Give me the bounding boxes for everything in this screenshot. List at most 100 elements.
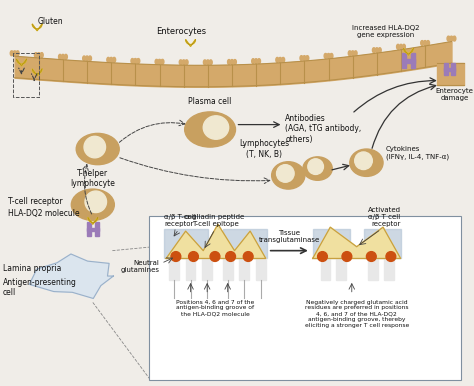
Text: Antibodies
(AGA, tTG antibody,
others): Antibodies (AGA, tTG antibody, others) bbox=[285, 114, 362, 144]
FancyBboxPatch shape bbox=[223, 259, 233, 280]
Ellipse shape bbox=[230, 59, 233, 64]
Text: Plasma cell: Plasma cell bbox=[188, 97, 232, 106]
Ellipse shape bbox=[64, 54, 67, 59]
Ellipse shape bbox=[453, 36, 456, 41]
FancyBboxPatch shape bbox=[169, 259, 179, 280]
Ellipse shape bbox=[252, 59, 255, 64]
Ellipse shape bbox=[203, 60, 206, 65]
Ellipse shape bbox=[303, 157, 332, 180]
Ellipse shape bbox=[257, 59, 261, 64]
Text: α/β T-cell
receptor: α/β T-cell receptor bbox=[164, 214, 196, 227]
Circle shape bbox=[226, 252, 236, 261]
Circle shape bbox=[342, 252, 352, 261]
Ellipse shape bbox=[447, 36, 450, 41]
Ellipse shape bbox=[324, 54, 327, 58]
Ellipse shape bbox=[300, 56, 303, 61]
Ellipse shape bbox=[421, 41, 424, 46]
Polygon shape bbox=[186, 40, 195, 46]
Polygon shape bbox=[29, 254, 113, 298]
Ellipse shape bbox=[228, 59, 230, 64]
Circle shape bbox=[85, 191, 107, 213]
Ellipse shape bbox=[110, 58, 113, 62]
Ellipse shape bbox=[272, 162, 305, 189]
FancyBboxPatch shape bbox=[444, 68, 456, 71]
Ellipse shape bbox=[350, 149, 383, 176]
Circle shape bbox=[386, 252, 396, 261]
FancyBboxPatch shape bbox=[87, 222, 91, 236]
Polygon shape bbox=[32, 24, 42, 31]
Text: HLA-DQ2 molecule: HLA-DQ2 molecule bbox=[8, 209, 80, 218]
Ellipse shape bbox=[276, 58, 279, 62]
Polygon shape bbox=[17, 59, 27, 66]
FancyBboxPatch shape bbox=[223, 229, 267, 259]
FancyBboxPatch shape bbox=[410, 53, 415, 68]
FancyBboxPatch shape bbox=[368, 259, 378, 280]
Circle shape bbox=[276, 165, 294, 182]
Circle shape bbox=[171, 252, 181, 261]
FancyBboxPatch shape bbox=[164, 229, 208, 259]
Circle shape bbox=[243, 252, 253, 261]
Text: T-helper
lymphocyte: T-helper lymphocyte bbox=[71, 169, 115, 188]
Text: Neutral
glutamines: Neutral glutamines bbox=[120, 260, 159, 273]
Ellipse shape bbox=[450, 36, 453, 41]
Text: Gluten: Gluten bbox=[37, 17, 63, 27]
Circle shape bbox=[318, 252, 328, 261]
FancyBboxPatch shape bbox=[202, 259, 212, 280]
Text: T-cell receptor: T-cell receptor bbox=[8, 197, 63, 206]
Ellipse shape bbox=[37, 52, 40, 58]
Ellipse shape bbox=[306, 56, 309, 61]
FancyBboxPatch shape bbox=[402, 53, 406, 68]
Ellipse shape bbox=[35, 52, 37, 58]
Ellipse shape bbox=[13, 51, 16, 56]
Ellipse shape bbox=[427, 41, 429, 46]
Polygon shape bbox=[313, 227, 401, 259]
Circle shape bbox=[210, 252, 220, 261]
Text: Activated
α/β T cell
receptor: Activated α/β T cell receptor bbox=[368, 207, 401, 227]
Ellipse shape bbox=[158, 59, 161, 64]
Circle shape bbox=[366, 252, 376, 261]
Polygon shape bbox=[32, 69, 42, 76]
FancyBboxPatch shape bbox=[87, 227, 99, 231]
Ellipse shape bbox=[59, 54, 62, 59]
Text: Cytokines
(IFNγ, IL-4, TNF-α): Cytokines (IFNγ, IL-4, TNF-α) bbox=[386, 146, 449, 160]
FancyBboxPatch shape bbox=[444, 63, 447, 75]
Ellipse shape bbox=[137, 59, 140, 63]
Polygon shape bbox=[88, 217, 98, 224]
Ellipse shape bbox=[185, 60, 188, 65]
Ellipse shape bbox=[279, 58, 282, 62]
FancyBboxPatch shape bbox=[336, 259, 346, 280]
Ellipse shape bbox=[373, 48, 375, 52]
Ellipse shape bbox=[71, 189, 114, 220]
Text: α-gliadin peptide
T-cell epitope: α-gliadin peptide T-cell epitope bbox=[185, 214, 245, 227]
Text: Lamina propria: Lamina propria bbox=[3, 264, 61, 273]
Ellipse shape bbox=[206, 60, 210, 65]
FancyBboxPatch shape bbox=[364, 229, 401, 259]
Ellipse shape bbox=[155, 59, 158, 64]
Ellipse shape bbox=[351, 51, 354, 56]
Ellipse shape bbox=[16, 51, 19, 56]
Text: Negatively charged glutamic acid
residues are preferred in positions
4, 6, and 7: Negatively charged glutamic acid residue… bbox=[304, 300, 409, 328]
FancyBboxPatch shape bbox=[320, 259, 330, 280]
Ellipse shape bbox=[327, 54, 330, 58]
Ellipse shape bbox=[424, 41, 427, 46]
Ellipse shape bbox=[354, 51, 357, 56]
Circle shape bbox=[84, 136, 106, 158]
Ellipse shape bbox=[40, 52, 43, 58]
FancyBboxPatch shape bbox=[437, 63, 464, 85]
Ellipse shape bbox=[203, 116, 228, 139]
FancyBboxPatch shape bbox=[451, 63, 456, 75]
Ellipse shape bbox=[10, 51, 13, 56]
FancyBboxPatch shape bbox=[239, 259, 249, 280]
Text: Antigen-presenting
cell: Antigen-presenting cell bbox=[3, 278, 77, 298]
Circle shape bbox=[189, 252, 198, 261]
Ellipse shape bbox=[400, 44, 402, 49]
Ellipse shape bbox=[182, 60, 185, 65]
Ellipse shape bbox=[397, 44, 400, 49]
Ellipse shape bbox=[179, 60, 182, 65]
Text: Lymphocytes
(T, NK, B): Lymphocytes (T, NK, B) bbox=[239, 139, 289, 159]
Ellipse shape bbox=[62, 54, 64, 59]
Text: Positions 4, 6 and 7 of the
antigen-binding groove of
the HLA-DQ2 molecule: Positions 4, 6 and 7 of the antigen-bind… bbox=[176, 300, 254, 316]
Circle shape bbox=[308, 159, 323, 174]
Ellipse shape bbox=[131, 59, 134, 63]
Ellipse shape bbox=[134, 59, 137, 63]
